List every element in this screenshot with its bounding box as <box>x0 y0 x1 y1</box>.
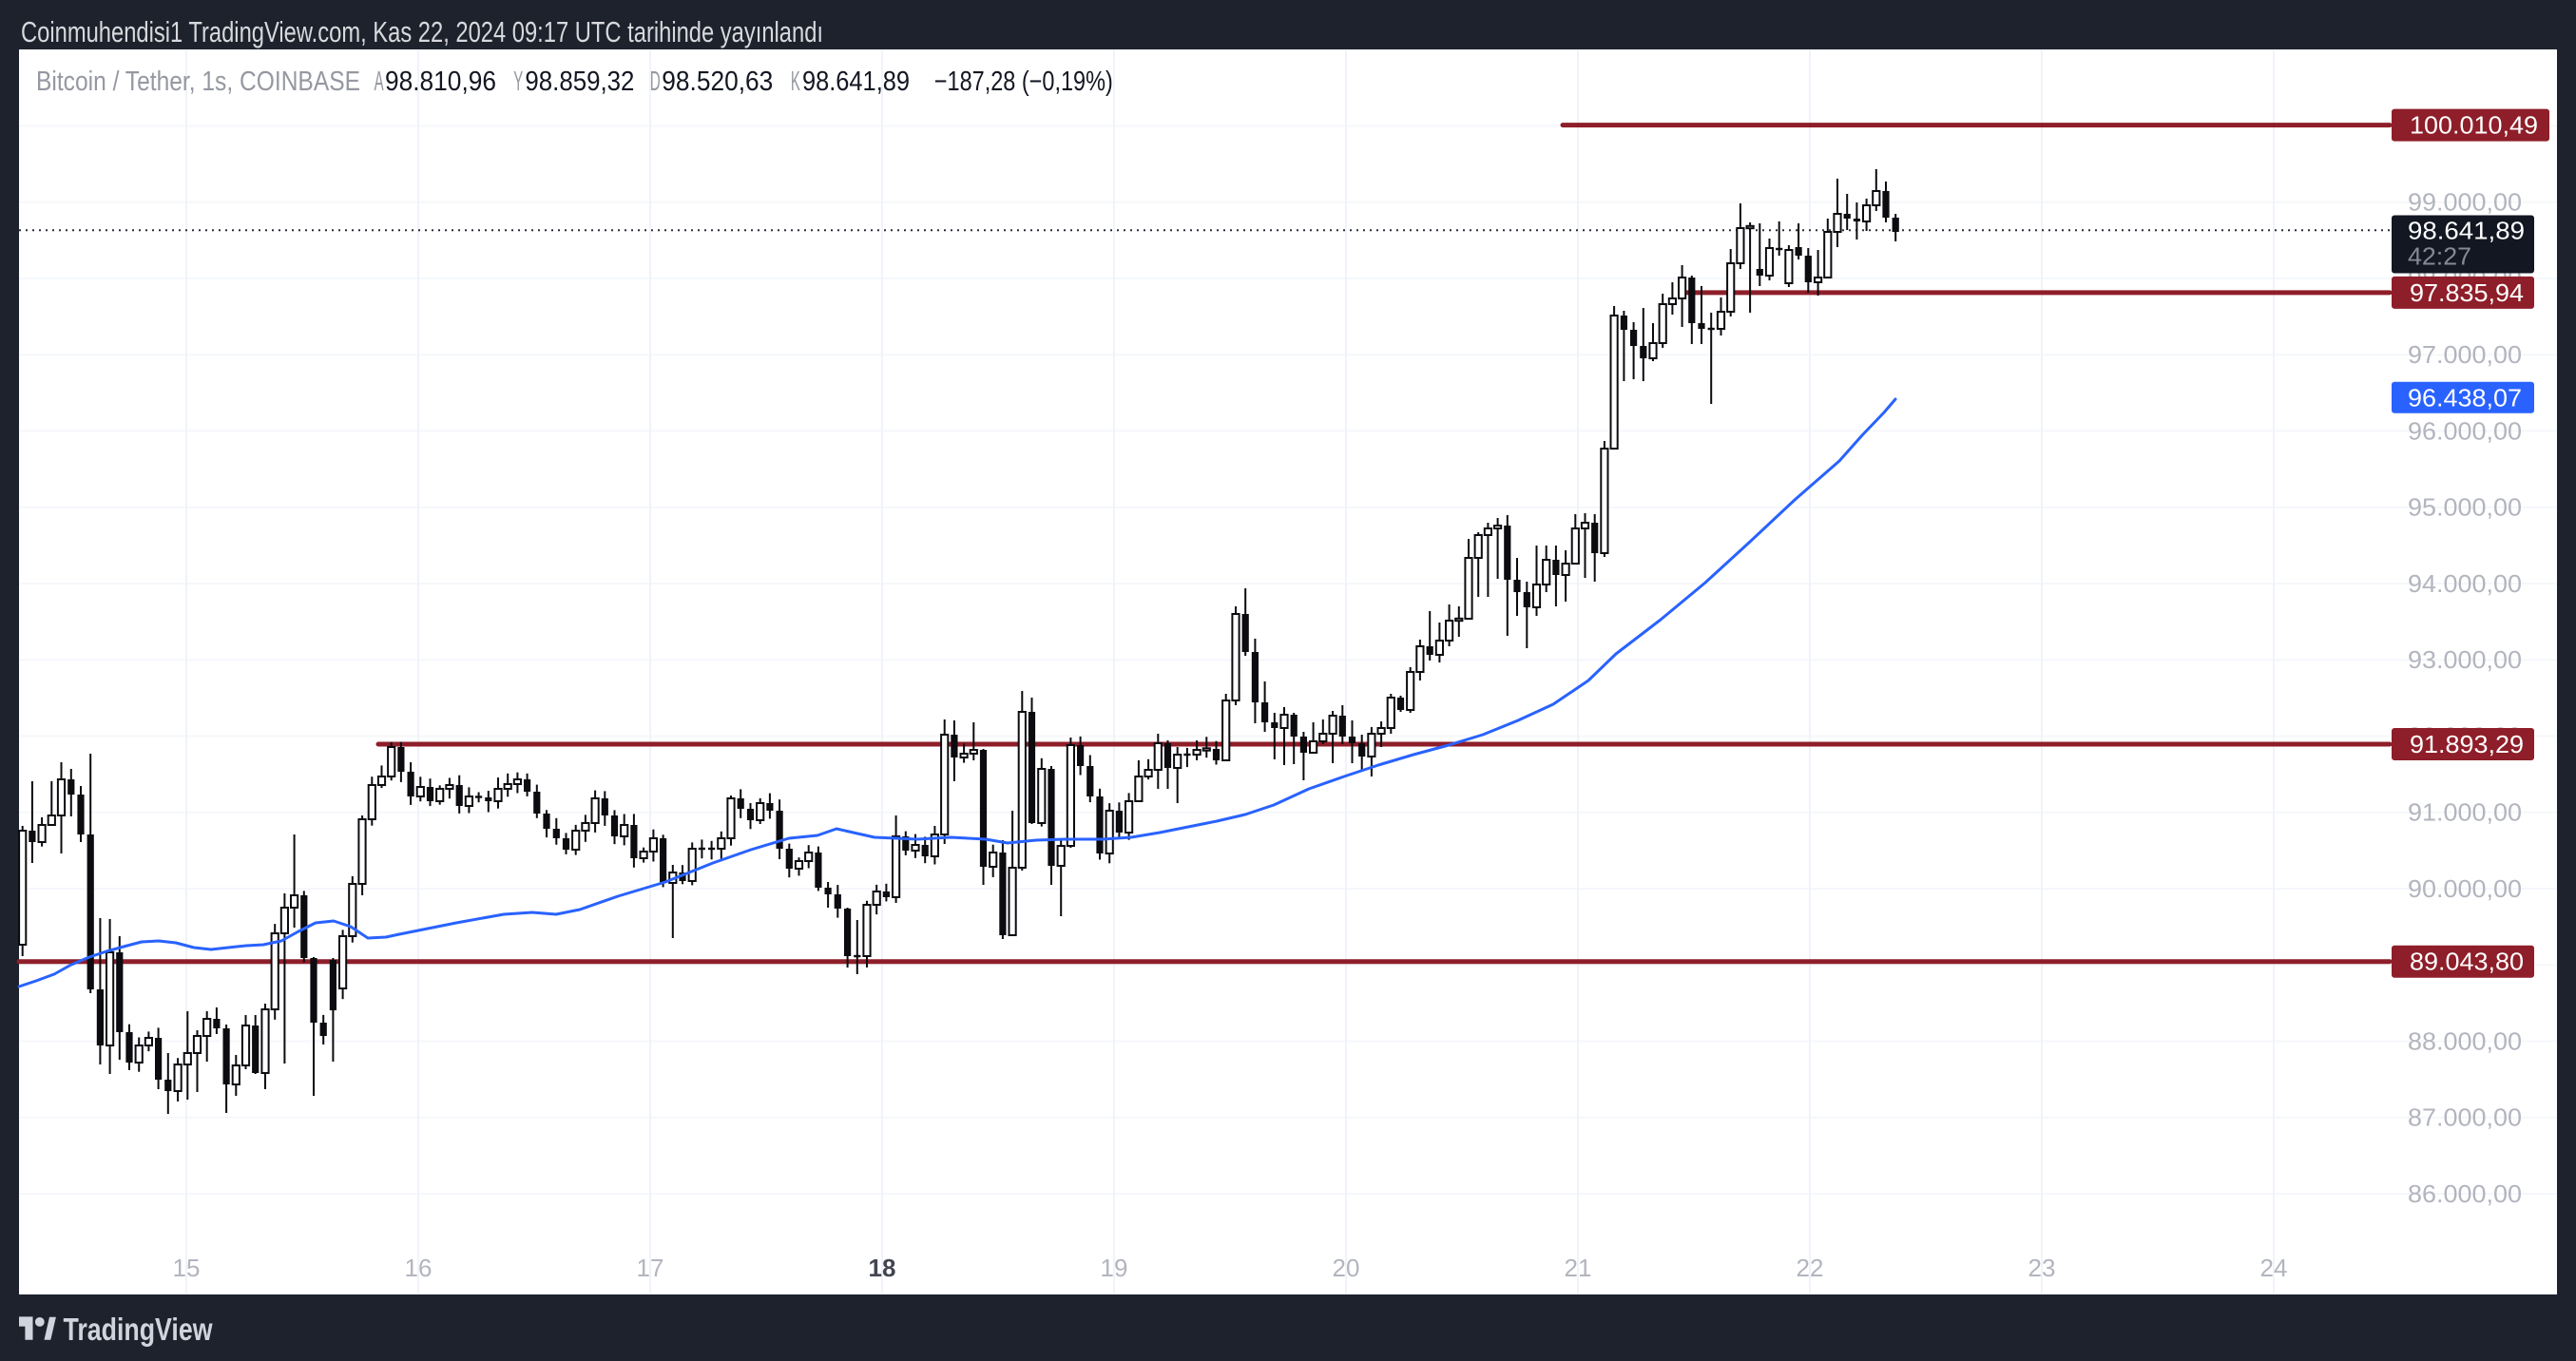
svg-text:17: 17 <box>637 1254 664 1282</box>
svg-text:22: 22 <box>1797 1254 1824 1282</box>
svg-text:93.000,00: 93.000,00 <box>2408 645 2522 674</box>
svg-text:K: K <box>791 67 800 97</box>
svg-text:21: 21 <box>1565 1254 1592 1282</box>
svg-text:−187,28 (−0,19%): −187,28 (−0,19%) <box>934 67 1113 97</box>
svg-text:42:27: 42:27 <box>2408 242 2471 271</box>
svg-text:97.000,00: 97.000,00 <box>2408 340 2522 369</box>
svg-text:19: 19 <box>1101 1254 1128 1282</box>
svg-text:98.641,89: 98.641,89 <box>2408 217 2525 245</box>
svg-text:98.810,96: 98.810,96 <box>385 67 496 97</box>
svg-text:90.000,00: 90.000,00 <box>2408 874 2522 903</box>
svg-text:89.043,80: 89.043,80 <box>2410 948 2524 976</box>
svg-text:98.641,89: 98.641,89 <box>802 67 910 97</box>
svg-text:95.000,00: 95.000,00 <box>2408 493 2522 522</box>
svg-text:20: 20 <box>1333 1254 1360 1282</box>
svg-text:91.893,29: 91.893,29 <box>2410 730 2524 758</box>
svg-text:97.835,94: 97.835,94 <box>2410 278 2524 307</box>
svg-text:94.000,00: 94.000,00 <box>2408 569 2522 598</box>
svg-text:D: D <box>650 67 661 97</box>
svg-text:98.520,63: 98.520,63 <box>662 67 773 97</box>
svg-text:Y: Y <box>513 67 523 97</box>
svg-text:88.000,00: 88.000,00 <box>2408 1026 2522 1055</box>
svg-text:99.000,00: 99.000,00 <box>2408 188 2522 217</box>
svg-text:A: A <box>375 67 384 97</box>
svg-text:15: 15 <box>173 1254 201 1282</box>
svg-text:Coinmuhendisi1 TradingView.com: Coinmuhendisi1 TradingView.com, Kas 22, … <box>21 15 823 48</box>
svg-text:87.000,00: 87.000,00 <box>2408 1103 2522 1132</box>
svg-text:TradingView: TradingView <box>64 1312 213 1347</box>
svg-text:86.000,00: 86.000,00 <box>2408 1179 2522 1208</box>
svg-text:96.000,00: 96.000,00 <box>2408 417 2522 446</box>
svg-text:Bitcoin / Tether, 1s, COINBASE: Bitcoin / Tether, 1s, COINBASE <box>36 67 360 97</box>
svg-text:100.010,49: 100.010,49 <box>2410 111 2538 140</box>
svg-text:91.000,00: 91.000,00 <box>2408 798 2522 827</box>
svg-text:96.438,07: 96.438,07 <box>2408 383 2522 412</box>
svg-text:24: 24 <box>2260 1254 2288 1282</box>
svg-text:23: 23 <box>2028 1254 2056 1282</box>
svg-text:18: 18 <box>869 1254 896 1282</box>
svg-text:16: 16 <box>405 1254 433 1282</box>
svg-text:98.859,32: 98.859,32 <box>525 67 634 97</box>
